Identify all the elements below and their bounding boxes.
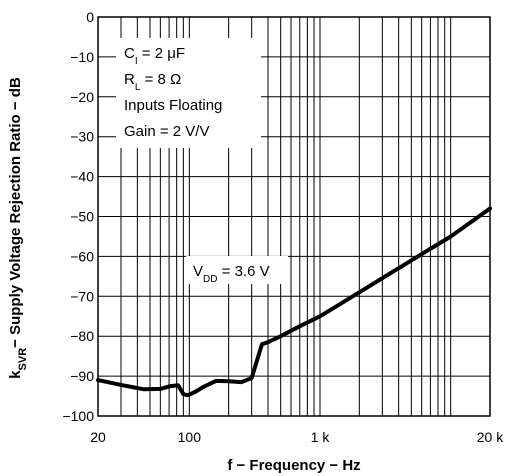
y-tick-label: −30 <box>70 129 94 145</box>
condition-inputs: Inputs Floating <box>124 97 222 114</box>
y-tick-label: −80 <box>70 328 94 344</box>
condition-rl: RL = 8 Ω <box>124 71 181 93</box>
series-label-vdd: VDD = 3.6 V <box>193 263 270 285</box>
y-tick-labels: 0 −10 −20 −30 −40 −50 −60 −70 −80 −90 −100 <box>62 9 94 424</box>
x-tick-label: 20 k <box>477 429 504 445</box>
x-tick-label: 20 <box>90 429 106 445</box>
y-tick-label: −10 <box>70 49 94 65</box>
y-tick-label: −40 <box>70 169 94 185</box>
plot-frame <box>97 16 491 417</box>
y-tick-label: −20 <box>70 89 94 105</box>
y-tick-label: −90 <box>70 368 94 384</box>
y-tick-label: −60 <box>70 248 94 264</box>
y-tick-label: −50 <box>70 209 94 225</box>
conditions-box <box>116 38 261 148</box>
series-label-box <box>186 256 288 284</box>
condition-ci: CI = 2 μF <box>124 45 185 67</box>
y-tick-label: −70 <box>70 288 94 304</box>
condition-gain: Gain = 2 V/V <box>124 123 209 140</box>
y-axis-title: kSVR− Supply Voltage Rejection Ratio − d… <box>7 77 29 379</box>
x-tick-label: 1 k <box>311 429 331 445</box>
x-tick-label: 100 <box>178 429 202 445</box>
x-tick-labels: 20 100 1 k 20 k <box>90 429 504 445</box>
y-tick-label: −100 <box>62 408 94 424</box>
series-line-vdd-3v6 <box>96 206 492 398</box>
x-axis-title: f − Frequency − Hz <box>227 457 360 474</box>
y-tick-label: 0 <box>86 9 94 25</box>
